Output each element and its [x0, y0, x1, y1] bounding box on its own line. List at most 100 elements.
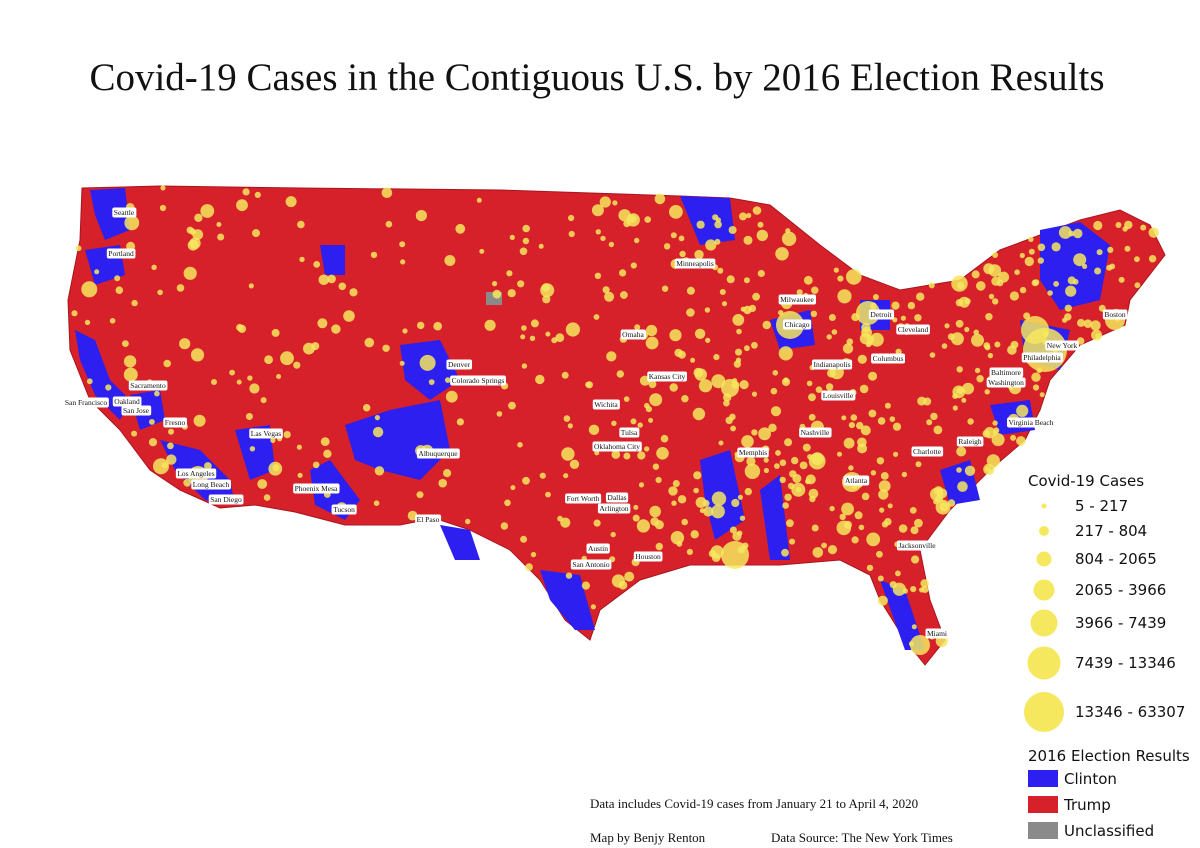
- city-label: San Francisco: [65, 398, 108, 407]
- city-label-bg: [175, 468, 217, 479]
- city-label: Oklahoma City: [594, 442, 640, 451]
- case-circle: [1014, 269, 1020, 276]
- case-circle: [624, 571, 635, 582]
- case-circle: [123, 367, 138, 382]
- case-circle: [600, 235, 606, 242]
- case-circle: [299, 256, 305, 263]
- case-circle: [692, 407, 706, 421]
- case-circle: [842, 343, 854, 354]
- city-label-bg: [778, 294, 817, 305]
- case-circle: [860, 425, 871, 436]
- city-label-bg: [956, 436, 984, 447]
- case-circle: [1039, 392, 1045, 398]
- case-circle: [809, 495, 816, 503]
- case-circle: [372, 426, 384, 438]
- case-circle: [124, 215, 140, 231]
- case-circle: [192, 229, 204, 241]
- city-label-bg: [293, 483, 340, 494]
- case-circle: [729, 526, 737, 534]
- case-circle: [957, 481, 968, 492]
- note: Data includes Covid-19 cases from Januar…: [590, 796, 918, 811]
- case-circle: [521, 363, 528, 369]
- case-circle: [690, 530, 699, 539]
- city-label-bg: [871, 353, 905, 364]
- case-circle: [608, 241, 615, 248]
- case-circle: [858, 524, 865, 531]
- case-circle: [373, 500, 380, 507]
- case-circle: [772, 370, 779, 376]
- case-circle: [808, 413, 816, 421]
- case-circle: [991, 276, 1001, 286]
- case-circle: [94, 269, 100, 275]
- case-circle: [479, 248, 485, 254]
- case-circle: [561, 447, 575, 461]
- case-circle: [1073, 228, 1083, 239]
- city-label: Detroit: [870, 310, 892, 319]
- legend-label: 13346 - 63307: [1075, 703, 1185, 721]
- case-circle: [789, 538, 796, 545]
- case-circle: [1109, 263, 1116, 270]
- city-label-bg: [737, 447, 769, 458]
- case-circle: [645, 336, 659, 350]
- case-circle: [987, 352, 994, 359]
- case-circle: [911, 624, 917, 630]
- case-circle: [193, 414, 206, 427]
- case-circle: [632, 514, 640, 522]
- case-circle: [200, 204, 215, 218]
- case-circle: [717, 267, 724, 274]
- city-label: Jacksonville: [898, 541, 936, 550]
- case-circle: [854, 511, 863, 520]
- city-label: San Diego: [210, 495, 242, 504]
- case-circle: [285, 196, 297, 208]
- case-circle: [841, 415, 847, 421]
- case-circle: [438, 478, 448, 488]
- case-circle: [714, 238, 721, 245]
- case-circle: [803, 275, 813, 285]
- city-label: Miami: [927, 629, 947, 638]
- case-circle: [1148, 227, 1159, 238]
- case-circle: [900, 315, 907, 321]
- case-circle: [739, 515, 746, 521]
- case-circle: [941, 343, 948, 349]
- case-circle: [167, 442, 174, 450]
- case-circle: [891, 301, 900, 310]
- city-label-bg: [811, 359, 853, 370]
- case-circle: [630, 262, 637, 269]
- case-circle: [811, 286, 819, 294]
- case-circle: [297, 472, 303, 478]
- city-label: Phoenix Mesa: [295, 484, 338, 493]
- case-circle: [878, 480, 891, 492]
- city-label: Boston: [1104, 310, 1126, 319]
- case-circle: [312, 461, 320, 469]
- case-circle: [678, 235, 685, 242]
- note: Map by Benjy Renton: [590, 830, 706, 845]
- case-circle: [881, 521, 889, 528]
- case-circle: [525, 563, 533, 571]
- case-circle: [670, 531, 685, 545]
- case-circle: [674, 348, 683, 357]
- case-circle: [884, 402, 891, 409]
- case-circle: [148, 438, 158, 447]
- case-circle: [517, 442, 523, 448]
- case-circle: [646, 324, 658, 337]
- case-circle: [248, 283, 254, 289]
- case-circle: [1037, 257, 1045, 264]
- case-circle: [686, 548, 694, 556]
- legend-symbol: [1033, 579, 1055, 601]
- city-label-bg: [570, 559, 612, 570]
- case-circle: [859, 332, 872, 345]
- case-circle: [909, 507, 917, 514]
- case-circle: [736, 328, 742, 335]
- case-circle: [944, 323, 950, 329]
- case-circle: [1096, 249, 1103, 256]
- case-circle: [242, 188, 250, 196]
- city-label-bg: [446, 359, 473, 370]
- case-circle: [510, 485, 516, 491]
- case-circle: [509, 234, 515, 240]
- case-circle: [343, 310, 355, 322]
- case-circle: [237, 324, 247, 333]
- case-circle: [504, 499, 511, 507]
- case-circle: [272, 464, 280, 471]
- case-circle: [887, 503, 893, 509]
